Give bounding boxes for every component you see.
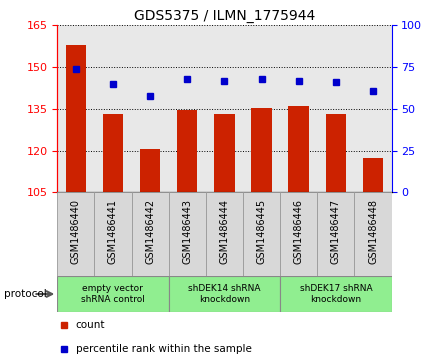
Bar (363, 158, 383, 192)
Bar (177, 110, 198, 192)
Text: empty vector
shRNA control: empty vector shRNA control (81, 284, 145, 304)
FancyBboxPatch shape (280, 192, 317, 276)
FancyBboxPatch shape (243, 192, 280, 276)
Text: GSM1486448: GSM1486448 (368, 199, 378, 264)
FancyBboxPatch shape (280, 276, 392, 312)
Bar (326, 114, 346, 192)
FancyBboxPatch shape (206, 192, 243, 276)
FancyBboxPatch shape (169, 276, 280, 312)
Text: percentile rank within the sample: percentile rank within the sample (76, 344, 252, 354)
Text: GSM1486444: GSM1486444 (220, 199, 229, 264)
Bar (140, 149, 160, 192)
Bar (214, 114, 235, 192)
Text: GSM1486443: GSM1486443 (182, 199, 192, 264)
Text: GSM1486446: GSM1486446 (294, 199, 304, 264)
FancyBboxPatch shape (57, 276, 169, 312)
Title: GDS5375 / ILMN_1775944: GDS5375 / ILMN_1775944 (134, 9, 315, 23)
Text: GSM1486447: GSM1486447 (331, 199, 341, 264)
FancyBboxPatch shape (317, 192, 355, 276)
FancyBboxPatch shape (132, 192, 169, 276)
FancyBboxPatch shape (169, 192, 206, 276)
Text: GSM1486442: GSM1486442 (145, 199, 155, 264)
FancyBboxPatch shape (355, 192, 392, 276)
FancyBboxPatch shape (57, 192, 94, 276)
Bar (66, 45, 86, 192)
Text: count: count (76, 321, 105, 330)
Bar (103, 114, 123, 192)
Text: protocol: protocol (4, 289, 47, 299)
FancyBboxPatch shape (94, 192, 132, 276)
Text: GSM1486440: GSM1486440 (71, 199, 81, 264)
Bar (289, 106, 309, 192)
Text: shDEK14 shRNA
knockdown: shDEK14 shRNA knockdown (188, 284, 260, 304)
Bar (251, 107, 272, 192)
Text: GSM1486445: GSM1486445 (257, 199, 267, 264)
Text: shDEK17 shRNA
knockdown: shDEK17 shRNA knockdown (300, 284, 372, 304)
Text: GSM1486441: GSM1486441 (108, 199, 118, 264)
